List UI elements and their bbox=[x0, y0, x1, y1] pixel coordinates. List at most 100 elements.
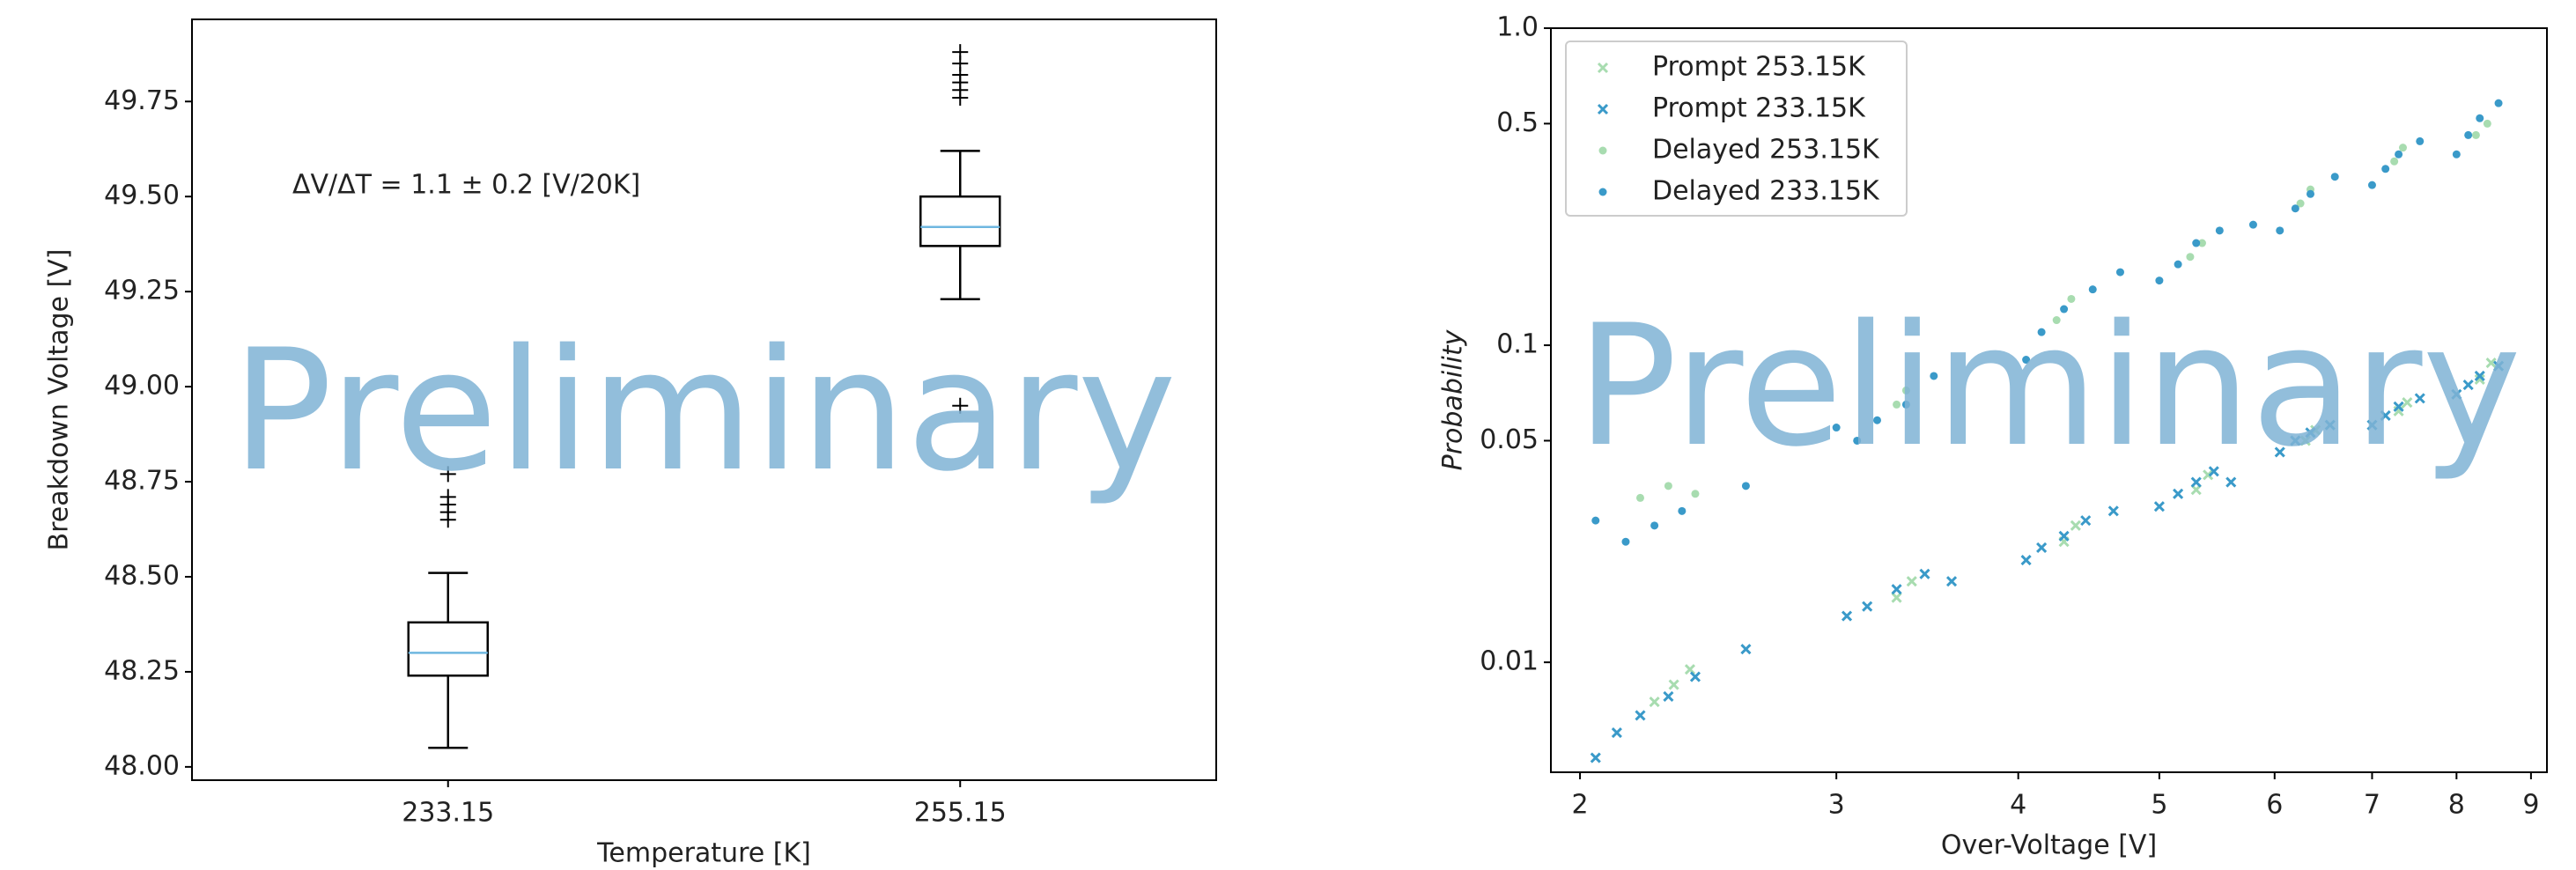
y-tick-label: 48.75 bbox=[104, 466, 180, 497]
outlier bbox=[439, 466, 456, 483]
y-tick-label: 48.50 bbox=[104, 560, 180, 591]
legend-marker bbox=[1597, 62, 1609, 74]
point bbox=[1635, 710, 1646, 721]
point bbox=[2203, 469, 2214, 481]
y-tick-label: 49.25 bbox=[104, 276, 180, 306]
box bbox=[407, 621, 489, 677]
point bbox=[2022, 356, 2031, 365]
point bbox=[2414, 393, 2425, 404]
point bbox=[2155, 276, 2164, 285]
point bbox=[1945, 576, 1958, 587]
point bbox=[2036, 542, 2048, 553]
point bbox=[1591, 516, 1600, 525]
point bbox=[2306, 189, 2314, 198]
point bbox=[2494, 99, 2503, 107]
x-tick-label: 5 bbox=[2151, 790, 2167, 821]
x-axis-label: Over-Voltage [V] bbox=[1941, 830, 2157, 861]
point bbox=[1930, 372, 1938, 380]
x-tick-label: 6 bbox=[2266, 790, 2283, 821]
point bbox=[1740, 644, 1752, 655]
x-tick-label: 233.15 bbox=[402, 798, 494, 829]
point bbox=[1678, 506, 1687, 515]
point bbox=[2367, 181, 2376, 189]
point bbox=[1650, 521, 1659, 530]
point bbox=[1832, 424, 1841, 432]
point bbox=[2060, 305, 2069, 313]
plot-area bbox=[191, 18, 1217, 781]
y-tick-label: 0.1 bbox=[1496, 329, 1539, 360]
point bbox=[2197, 239, 2206, 247]
point bbox=[1664, 482, 1672, 490]
point bbox=[2115, 268, 2124, 276]
point bbox=[1919, 568, 1930, 579]
point bbox=[2225, 476, 2237, 488]
point bbox=[2390, 157, 2399, 166]
point bbox=[2174, 260, 2182, 269]
point bbox=[1663, 690, 1674, 703]
point bbox=[1901, 386, 1910, 394]
watermark: Preliminary bbox=[1576, 289, 2521, 483]
legend-label: Prompt 253.15K bbox=[1652, 52, 1866, 83]
point bbox=[1891, 592, 1902, 603]
point bbox=[1901, 400, 1910, 409]
x-tick-label: 2 bbox=[1572, 790, 1589, 821]
point bbox=[2296, 199, 2305, 208]
legend-label: Prompt 233.15K bbox=[1652, 93, 1866, 124]
legend-label: Delayed 253.15K bbox=[1652, 135, 1880, 166]
point bbox=[2037, 328, 2046, 336]
point bbox=[2474, 370, 2485, 382]
point bbox=[2173, 488, 2184, 499]
point bbox=[1621, 537, 1630, 546]
y-tick-label: 48.00 bbox=[104, 750, 180, 781]
point bbox=[2276, 226, 2284, 235]
point bbox=[2190, 476, 2202, 488]
point bbox=[2483, 119, 2491, 128]
point bbox=[2070, 520, 2081, 531]
x-tick-label: 4 bbox=[2010, 790, 2026, 821]
outlier bbox=[439, 489, 456, 505]
point bbox=[2067, 294, 2076, 303]
point bbox=[2291, 204, 2299, 213]
x-tick-label: 3 bbox=[1828, 790, 1845, 821]
point bbox=[2186, 253, 2195, 262]
point bbox=[2381, 165, 2390, 173]
point bbox=[2020, 555, 2032, 566]
point bbox=[1668, 679, 1679, 690]
point bbox=[2485, 357, 2497, 369]
x-axis-label: Temperature [K] bbox=[596, 838, 811, 869]
point bbox=[2366, 419, 2378, 431]
point bbox=[1893, 400, 1901, 409]
point bbox=[2192, 239, 2201, 247]
point bbox=[2492, 360, 2505, 372]
point bbox=[1891, 584, 1902, 595]
y-tick-label: 49.00 bbox=[104, 371, 180, 402]
legend-label: Delayed 233.15K bbox=[1652, 176, 1880, 207]
point bbox=[2474, 373, 2485, 385]
y-axis-label: Breakdown Voltage [V] bbox=[44, 249, 75, 551]
point bbox=[1684, 664, 1696, 675]
watermark: Preliminary bbox=[232, 313, 1177, 508]
point bbox=[2395, 150, 2403, 159]
y-tick-label: 0.5 bbox=[1496, 107, 1539, 138]
annotation: ΔV/ΔT = 1.1 ± 0.2 [V/20K] bbox=[292, 170, 640, 201]
point bbox=[2462, 379, 2474, 391]
y-tick-label: 49.75 bbox=[104, 85, 180, 116]
point bbox=[2215, 226, 2224, 235]
y-tick-label: 1.0 bbox=[1496, 12, 1539, 43]
y-tick-label: 0.05 bbox=[1480, 424, 1539, 455]
x-tick-label: 7 bbox=[2364, 790, 2380, 821]
point bbox=[2416, 136, 2425, 145]
point bbox=[2299, 435, 2311, 446]
point bbox=[2398, 144, 2407, 152]
y-tick-label: 49.50 bbox=[104, 181, 180, 211]
outlier bbox=[952, 44, 969, 61]
legend-marker bbox=[1598, 146, 1607, 155]
point bbox=[2464, 130, 2473, 139]
point bbox=[1649, 697, 1660, 708]
point bbox=[2248, 220, 2257, 229]
point bbox=[2058, 530, 2070, 542]
point bbox=[2380, 409, 2391, 422]
point bbox=[1590, 752, 1601, 763]
point bbox=[1862, 601, 1873, 612]
